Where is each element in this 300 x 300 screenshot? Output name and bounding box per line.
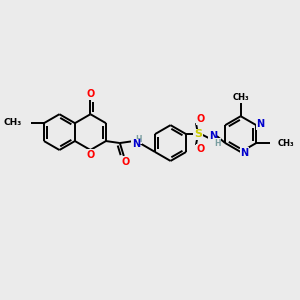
Text: N: N: [209, 131, 217, 141]
Text: O: O: [122, 157, 130, 167]
Text: N: N: [241, 148, 249, 158]
Text: N: N: [256, 119, 264, 129]
Text: O: O: [86, 89, 94, 99]
Text: N: N: [132, 139, 140, 149]
Text: CH₃: CH₃: [232, 93, 249, 102]
Text: CH₃: CH₃: [278, 139, 295, 148]
Text: O: O: [197, 144, 205, 154]
Text: O: O: [197, 114, 205, 124]
Text: H: H: [136, 135, 142, 144]
Text: H: H: [214, 139, 221, 148]
Text: CH₃: CH₃: [4, 118, 22, 127]
Text: O: O: [86, 150, 94, 160]
Text: S: S: [194, 129, 202, 139]
